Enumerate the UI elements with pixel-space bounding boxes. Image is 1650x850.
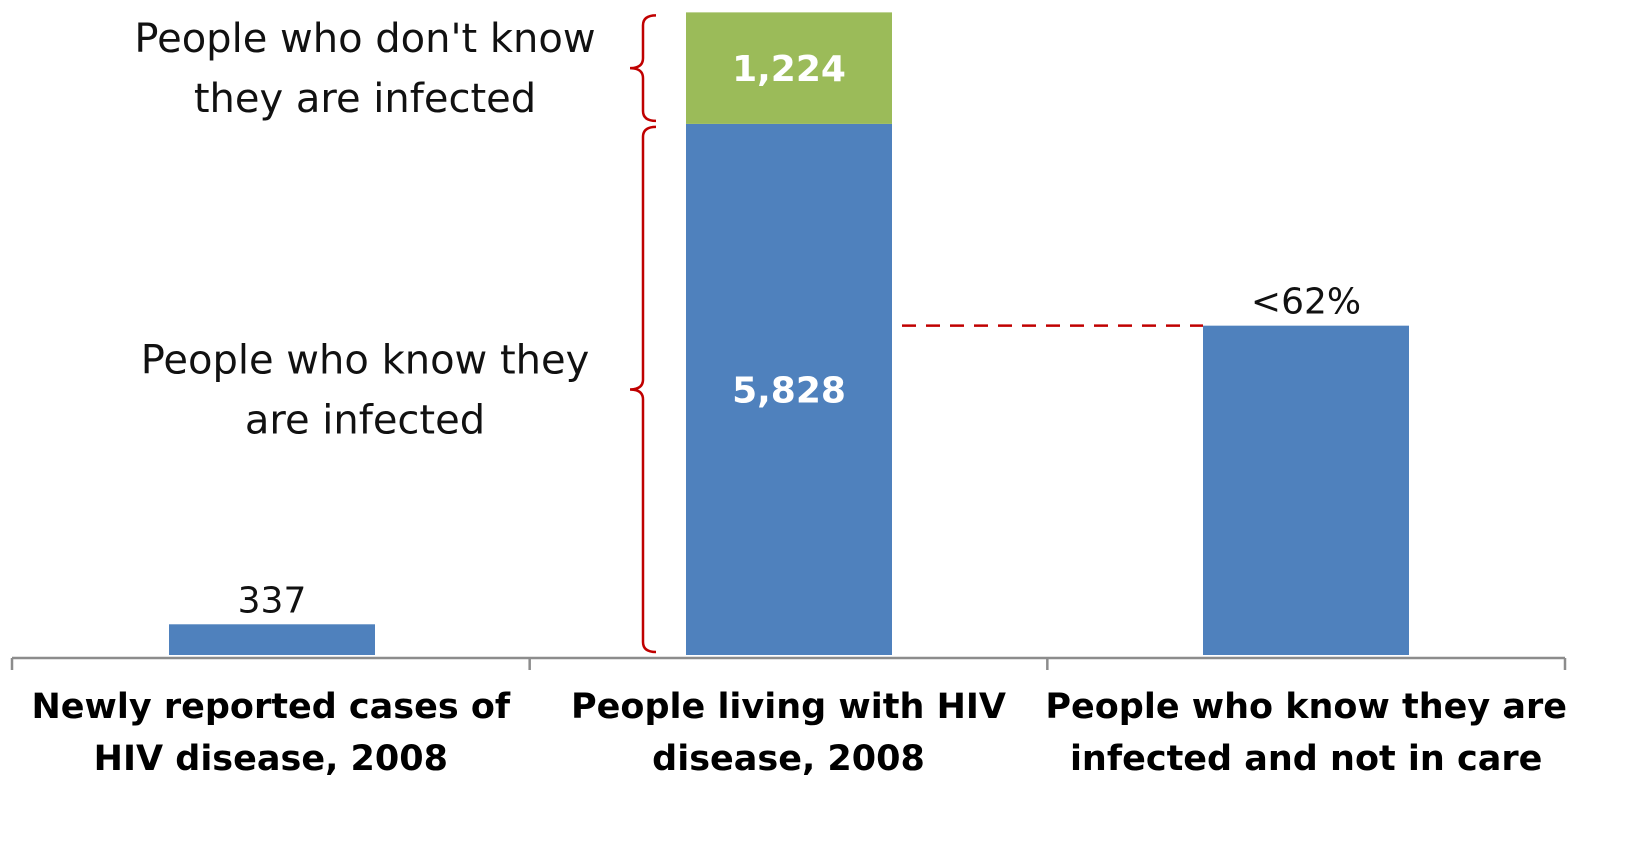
category-label: disease, 2008 [652,739,925,779]
data-label: 5,828 [732,370,846,411]
bars [169,12,1409,656]
category-label: People living with HIV [571,687,1006,727]
category-label: HIV disease, 2008 [94,739,448,779]
bar-segment [686,123,892,656]
x-axis [10,656,1567,670]
bar-segment [1203,325,1409,655]
value-labels: 337 5,828 1,224 <62% [238,49,1361,621]
annotation-line: they are infected [194,76,536,122]
bar-segment [686,12,892,124]
category-labels: Newly reported cases of HIV disease, 2008… [32,687,1567,779]
category-label: Newly reported cases of [32,687,511,727]
bar-segment [169,624,375,655]
annotation-line: People who know they [141,337,590,383]
annotation-line: are infected [245,397,485,443]
curly-brace [629,125,657,654]
data-label: <62% [1251,282,1361,323]
curly-brace [629,14,657,123]
category-label: infected and not in care [1070,739,1542,779]
data-label: 1,224 [732,49,846,90]
data-label: 337 [238,580,307,621]
braces [629,14,657,654]
annotations: People who don't know they are infected Pe… [134,16,595,443]
annotation-line: People who don't know [134,16,595,62]
category-label: People who know they are [1045,687,1567,727]
